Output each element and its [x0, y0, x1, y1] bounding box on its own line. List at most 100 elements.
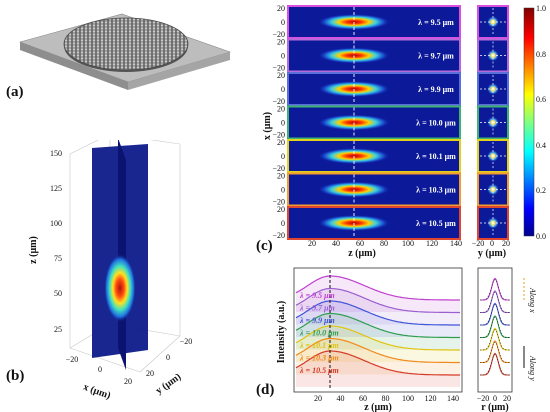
r-tick: 0 — [493, 394, 497, 403]
y-axis-ticks: −20 0 20 — [472, 239, 510, 248]
along-x-legend: Along x — [528, 287, 537, 313]
z-tick: 140 — [447, 394, 459, 403]
r-tick: −20 — [477, 394, 490, 403]
colorbar-tick: 1.0 — [536, 4, 546, 13]
x-tick: 0 — [98, 365, 102, 374]
curve-fill — [296, 338, 460, 375]
curve-fill — [296, 313, 460, 350]
r-profile-along-y — [480, 291, 510, 313]
wavelength-label: λ = 10.0 μm — [416, 119, 456, 128]
x-tick: −20 — [272, 164, 285, 173]
r-profile-along-y — [480, 329, 510, 351]
y-tick: 0 — [490, 239, 494, 248]
field-map-xz — [287, 5, 461, 39]
r-profile-along-y — [480, 354, 510, 376]
x-tick: −20 — [272, 97, 285, 106]
x-tick: 0 — [281, 85, 285, 94]
r-plot-frame — [477, 267, 513, 393]
y-axis-title: y (μm) — [154, 371, 183, 396]
x-tick: 20 — [277, 38, 285, 47]
wavelength-label: λ = 10.5 μm — [416, 219, 456, 228]
panel-a-metalens-render: (a) — [0, 0, 260, 100]
curve-label: λ = 9.5 μm — [299, 291, 335, 300]
z-tick: 140 — [450, 239, 462, 248]
panel-d-intensity-profiles: λ = 9.5 μm λ = 9.7 μm λ = 9.9 μm λ = 10.0 μ… — [240, 260, 550, 412]
x-tick: 20 — [277, 71, 285, 80]
z-axis-title: z (μm) — [364, 402, 392, 412]
curve-label: λ = 10.5 μm — [299, 366, 339, 375]
z-axis-title: z (μm) — [28, 236, 39, 264]
field-map-row: λ = 9.9 μm 20 0 −20 — [272, 71, 509, 106]
panel-b-3d-intensity: 25 50 75 100 125 150 z (μm) −20 0 20 x (… — [0, 140, 260, 412]
y-tick: 20 — [146, 369, 154, 378]
curve-fill — [296, 301, 460, 337]
field-map-row: λ = 10.1 μm 20 0 −20 — [272, 138, 509, 173]
z-tick: 50 — [54, 289, 62, 298]
r-profile-along-y — [480, 304, 510, 326]
wavelength-label: λ = 10.1 μm — [416, 152, 456, 161]
field-map-row: λ = 10.0 μm 20 0 −20 — [272, 105, 509, 140]
x-axis-ticks: −20 0 20 — [66, 355, 132, 386]
along-y-legend: Along y — [528, 355, 537, 381]
z-tick: 20 — [308, 239, 316, 248]
panel-label-b: (b) — [6, 368, 25, 384]
z-tick: 80 — [382, 394, 390, 403]
intensity-curve — [295, 312, 460, 339]
curve-label: λ = 10.0 μm — [299, 329, 339, 338]
z-tick: 60 — [356, 239, 364, 248]
r-tick: 20 — [503, 394, 511, 403]
wavelength-label: λ = 9.5 μm — [418, 18, 454, 27]
x-axis-title: x (μm) — [82, 382, 112, 402]
wavelength-label: λ = 9.7 μm — [418, 52, 454, 61]
colorbar-tick: 0.0 — [536, 232, 546, 241]
panel-d-plot: λ = 9.5 μm λ = 9.7 μm λ = 9.9 μm λ = 10.0 μ… — [276, 267, 537, 412]
z-axis-ticks: 20 40 60 80 100 120 140 — [314, 394, 459, 403]
wavelength-label: λ = 10.3 μm — [416, 186, 456, 195]
x-tick: 20 — [277, 138, 285, 147]
x-tick: 20 — [277, 105, 285, 114]
r-axis-ticks: −20 0 20 — [477, 394, 511, 403]
y-tick: 0 — [166, 353, 170, 362]
panel-c-field-maps: λ = 9.5 μm 20 0 −20 λ = 9.7 μm 20 0 −20 λ = 9.9 … — [256, 0, 550, 260]
field-map-xy — [477, 105, 509, 140]
wavelength-label: λ = 9.9 μm — [418, 85, 454, 94]
z-tick: 40 — [332, 239, 340, 248]
x-tick: −20 — [272, 131, 285, 140]
z-tick: 100 — [402, 394, 414, 403]
r-profile-along-y — [480, 279, 510, 301]
z-tick: 25 — [54, 325, 62, 334]
field-map-row: λ = 10.5 μm 20 0 −20 — [272, 205, 509, 240]
intensity-curve — [295, 337, 460, 364]
intensity-curve — [295, 300, 460, 326]
intensity-curve — [295, 287, 460, 314]
y-axis-title: y (μm) — [478, 248, 506, 259]
z-tick: 120 — [426, 239, 438, 248]
curve-label: λ = 9.9 μm — [299, 316, 335, 325]
intensity-curve — [295, 350, 460, 376]
colorbar-ticks: 1.0 0.8 0.6 0.4 0.2 0.0 — [536, 4, 546, 241]
z-tick: 150 — [50, 149, 62, 158]
x-tick: 20 — [277, 205, 285, 214]
panel-label-c: (c) — [256, 238, 273, 254]
z-tick: 60 — [359, 394, 367, 403]
x-tick: −20 — [272, 198, 285, 207]
z-tick: 20 — [314, 394, 322, 403]
r-profile-along-y — [480, 341, 510, 363]
x-tick: −20 — [272, 30, 285, 39]
z-axis-ticks: 20 40 60 80 100 120 140 — [308, 239, 462, 248]
x-tick: 0 — [281, 219, 285, 228]
colorbar-tick: 0.6 — [536, 95, 546, 104]
z-tick: 80 — [380, 239, 388, 248]
panel-label-d: (d) — [256, 382, 275, 398]
z-axis-ticks: 25 50 75 100 125 150 — [50, 149, 62, 334]
panel-b-plot: 25 50 75 100 125 150 z (μm) −20 0 20 x (… — [28, 140, 192, 402]
curve-label: λ = 10.3 μm — [299, 354, 339, 363]
x-axis-title: x (μm) — [262, 112, 273, 140]
curve-label: λ = 9.7 μm — [299, 304, 335, 313]
curve-fill — [296, 288, 460, 325]
z-tick: 100 — [402, 239, 414, 248]
r-profile-along-y — [480, 316, 510, 338]
colorbar-tick: 0.2 — [536, 186, 546, 195]
y-tick: 20 — [502, 239, 510, 248]
x-tick: 0 — [281, 52, 285, 61]
